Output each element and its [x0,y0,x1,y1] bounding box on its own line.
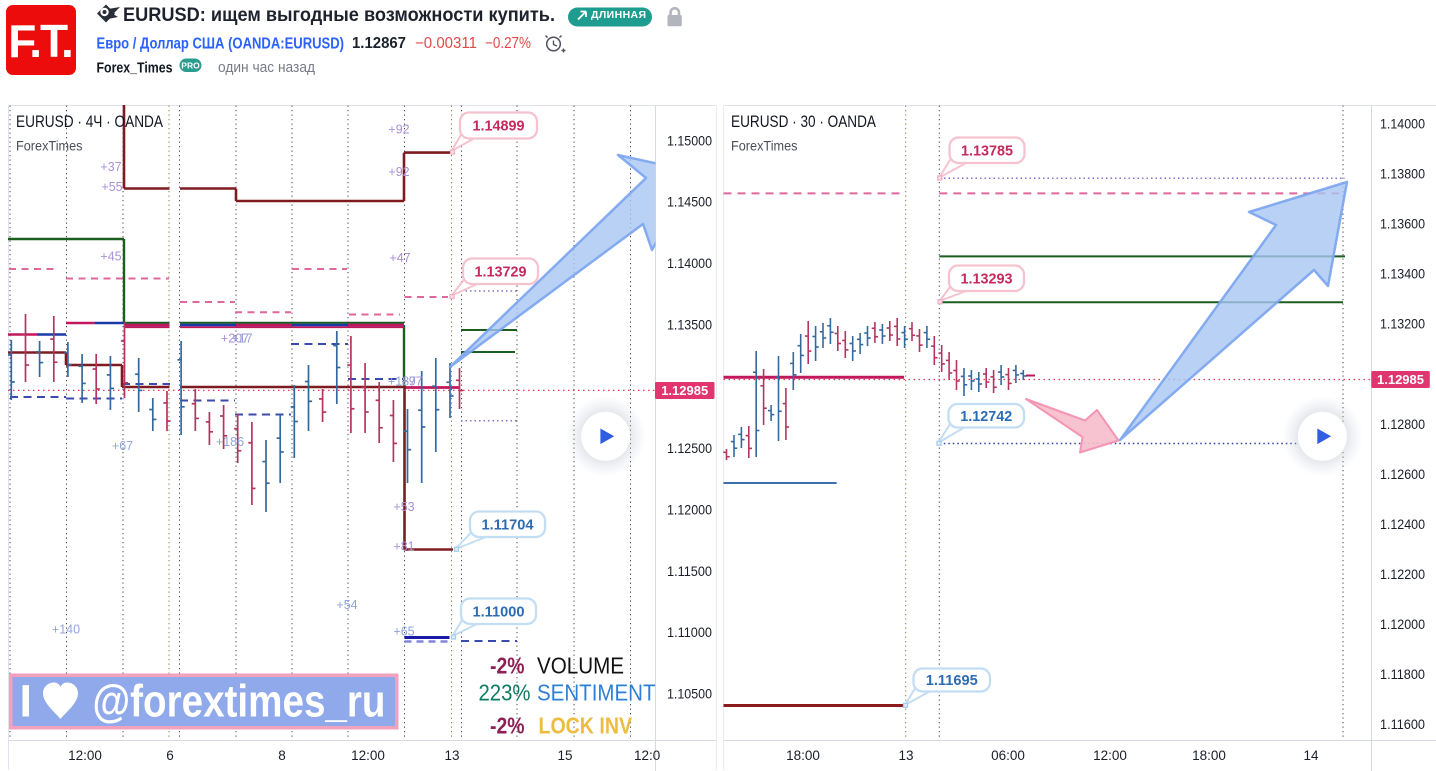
svg-text:06:00: 06:00 [991,748,1025,763]
svg-text:1.13800: 1.13800 [1380,167,1425,182]
svg-text:@forextimes_ru: @forextimes_ru [93,676,386,727]
svg-text:12:00: 12:00 [1093,748,1127,763]
svg-text:PRO: PRO [181,61,200,71]
svg-text:−0.27%: −0.27% [485,35,531,52]
svg-text:+207: +207 [221,332,249,346]
svg-text:+47: +47 [389,251,410,265]
svg-text:+92: +92 [388,123,409,137]
svg-text:13: 13 [898,748,913,763]
svg-text:VOLUME: VOLUME [537,653,624,679]
svg-text:F.T.: F.T. [8,15,72,67]
svg-text:ForexTimes: ForexTimes [16,139,83,154]
svg-text:1.12985: 1.12985 [661,383,708,398]
svg-text:-2%: -2% [490,653,525,679]
svg-text:1.15000: 1.15000 [667,133,712,148]
svg-text:Forex_Times: Forex_Times [97,61,173,77]
svg-text:+186: +186 [216,435,244,449]
svg-text:1.13200: 1.13200 [1380,317,1425,332]
svg-text:+187: +187 [388,375,416,389]
svg-text:1.12742: 1.12742 [960,408,1012,425]
svg-text:1.12800: 1.12800 [1380,417,1425,432]
svg-text:ForexTimes: ForexTimes [731,139,798,154]
svg-text:18:00: 18:00 [1192,748,1226,763]
svg-text:+17: +17 [231,332,252,346]
svg-text:+67: +67 [112,439,133,453]
svg-text:ДЛИННАЯ: ДЛИННАЯ [591,9,647,21]
svg-text:1.11000: 1.11000 [473,603,525,620]
svg-text:SENTIMENT: SENTIMENT [537,680,656,706]
svg-text:1.11600: 1.11600 [1380,717,1425,732]
svg-text:1.13500: 1.13500 [667,317,712,332]
svg-text:1.13600: 1.13600 [1380,217,1425,232]
svg-text:223%: 223% [479,680,531,706]
svg-text:один час назад: один час назад [218,60,316,76]
svg-text:+37: +37 [100,160,121,174]
svg-text:1.12867: 1.12867 [352,35,406,52]
svg-text:12:00: 12:00 [351,748,385,763]
svg-text:15: 15 [557,748,572,763]
svg-text:1.11695: 1.11695 [926,672,978,689]
svg-text:1.14000: 1.14000 [667,256,712,271]
svg-text:1.13785: 1.13785 [961,142,1013,159]
svg-text:EURUSD · 4Ч · OANDA: EURUSD · 4Ч · OANDA [16,112,164,131]
svg-text:18:00: 18:00 [786,748,820,763]
svg-text:1.12000: 1.12000 [667,503,712,518]
svg-text:1.11500: 1.11500 [667,564,712,579]
svg-text:+81: +81 [393,540,414,554]
svg-text:-2%: -2% [490,713,525,739]
svg-text:13: 13 [444,748,459,763]
svg-text:1.13400: 1.13400 [1380,267,1425,282]
svg-text:1.12200: 1.12200 [1380,567,1425,582]
svg-text:1.12985: 1.12985 [1377,372,1424,387]
svg-text:1.13729: 1.13729 [475,263,527,280]
svg-text:12:0: 12:0 [634,748,660,763]
svg-text:1.14899: 1.14899 [473,118,525,135]
svg-text:1.12600: 1.12600 [1380,467,1425,482]
svg-text:+45: +45 [100,250,121,264]
svg-text:1.12000: 1.12000 [1380,617,1425,632]
svg-text:EURUSD: ищем выгодные возможно: EURUSD: ищем выгодные возможности купить… [123,4,555,26]
svg-text:1.14500: 1.14500 [667,195,712,210]
svg-text:−0.00311: −0.00311 [415,35,477,52]
svg-text:+53: +53 [393,500,414,514]
svg-text:8: 8 [278,748,286,763]
svg-text:1.13293: 1.13293 [961,270,1013,287]
svg-text:12:00: 12:00 [68,748,102,763]
svg-text:14: 14 [1303,748,1319,763]
svg-text:LOCK INV: LOCK INV [539,713,633,739]
svg-text:+65: +65 [393,624,414,638]
svg-text:+55: +55 [101,180,122,194]
svg-text:+140: +140 [52,623,80,637]
svg-text:EURUSD · 30 · OANDA: EURUSD · 30 · OANDA [731,112,877,131]
svg-text:1.14000: 1.14000 [1380,117,1425,132]
svg-text:+54: +54 [336,598,357,612]
svg-text:1.11800: 1.11800 [1380,667,1425,682]
svg-text:1.10500: 1.10500 [667,687,712,702]
svg-text:6: 6 [166,748,174,763]
svg-text:+97: +97 [401,375,422,389]
svg-text:1.12400: 1.12400 [1380,517,1425,532]
svg-text:I: I [20,676,33,727]
svg-text:+92: +92 [388,165,409,179]
svg-text:1.11000: 1.11000 [667,625,712,640]
svg-text:Евро / Доллар США (OANDA:EURUS: Евро / Доллар США (OANDA:EURUSD) [97,36,345,53]
svg-text:1.11704: 1.11704 [482,516,535,533]
svg-text:1.12500: 1.12500 [667,441,712,456]
